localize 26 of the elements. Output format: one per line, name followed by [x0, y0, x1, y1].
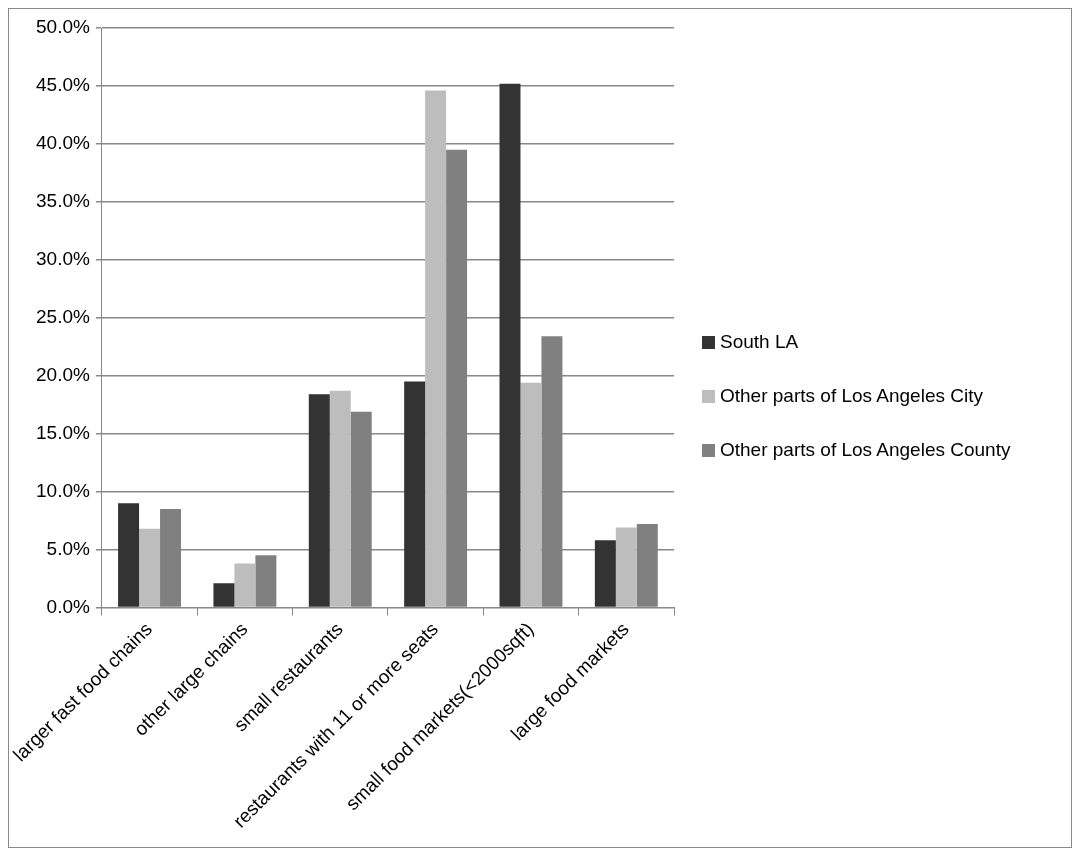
legend-label: Other parts of Los Angeles County	[720, 438, 1011, 462]
bar	[404, 381, 426, 607]
legend-label: South LA	[720, 330, 799, 354]
y-tick-label: 35.0%	[36, 190, 90, 212]
y-tick-label: 50.0%	[36, 16, 90, 38]
y-tick-label: 40.0%	[36, 132, 90, 154]
bar	[425, 90, 447, 607]
y-tick-label: 0.0%	[46, 595, 90, 617]
bar	[615, 527, 637, 607]
bar	[308, 394, 330, 607]
bar	[499, 83, 521, 607]
y-tick-label: 10.0%	[36, 479, 90, 501]
bar	[118, 503, 140, 607]
y-tick-label: 5.0%	[46, 537, 90, 559]
legend-label: Other parts of Los Angeles City	[720, 384, 983, 408]
y-tick-label: 20.0%	[36, 363, 90, 385]
y-tick-label: 15.0%	[36, 421, 90, 443]
y-tick-label: 30.0%	[36, 248, 90, 270]
bar	[213, 583, 235, 607]
bar	[594, 540, 616, 607]
bar	[520, 382, 542, 607]
bar	[139, 528, 161, 607]
y-tick-label: 25.0%	[36, 305, 90, 327]
bar	[329, 390, 351, 607]
y-tick-label: 45.0%	[36, 74, 90, 96]
bar	[234, 563, 256, 607]
